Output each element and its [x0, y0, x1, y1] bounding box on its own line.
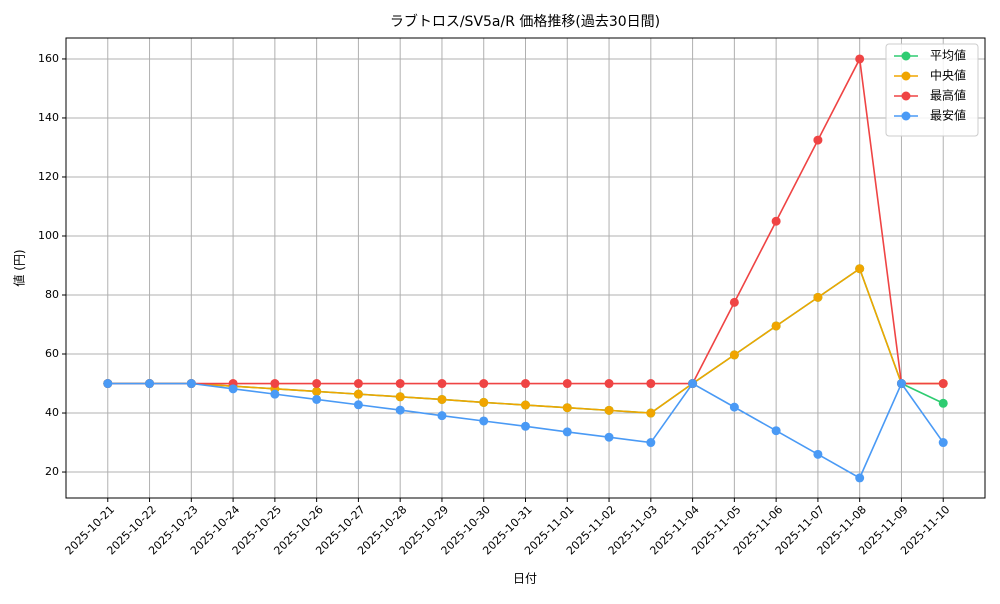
point	[604, 379, 614, 389]
point	[312, 386, 322, 396]
point	[562, 379, 572, 389]
legend-marker	[901, 91, 911, 101]
point	[479, 416, 489, 426]
point	[395, 392, 405, 402]
y-tick-label: 80	[45, 288, 59, 301]
point	[270, 379, 280, 389]
x-axis-label: 日付	[513, 572, 537, 586]
point	[688, 379, 698, 389]
legend-marker	[901, 71, 911, 81]
y-tick-label: 120	[38, 170, 59, 183]
point	[103, 379, 113, 389]
point	[437, 411, 447, 421]
point	[312, 379, 322, 389]
point	[353, 389, 363, 399]
point	[938, 438, 948, 448]
point	[562, 427, 572, 437]
point	[562, 403, 572, 413]
point	[437, 379, 447, 389]
point	[186, 379, 196, 389]
point	[813, 449, 823, 459]
chart-title: ラブトロス/SV5a/R 価格推移(過去30日間)	[390, 13, 660, 30]
y-tick-label: 140	[38, 111, 59, 124]
point	[353, 379, 363, 389]
point	[646, 438, 656, 448]
y-tick-label: 60	[45, 347, 59, 360]
point	[479, 379, 489, 389]
legend-label: 最高値	[930, 88, 966, 103]
point	[938, 379, 948, 389]
point	[729, 402, 739, 412]
y-tick-label: 20	[45, 465, 59, 478]
point	[646, 408, 656, 418]
point	[771, 321, 781, 331]
point	[855, 473, 865, 483]
point	[896, 379, 906, 389]
point	[938, 398, 948, 408]
legend-label: 最安値	[930, 108, 966, 123]
y-tick-label: 160	[38, 52, 59, 65]
legend-marker	[901, 51, 911, 61]
y-axis-label: 値 (円)	[12, 249, 27, 286]
legend-label: 平均値	[930, 48, 966, 63]
point	[395, 405, 405, 415]
plot-frame	[65, 37, 986, 499]
point	[646, 379, 656, 389]
point	[771, 426, 781, 436]
point	[312, 394, 322, 404]
legend-label: 中央値	[930, 68, 966, 83]
point	[395, 379, 405, 389]
y-tick-label: 40	[45, 406, 59, 419]
point	[353, 400, 363, 410]
point	[729, 350, 739, 360]
point	[813, 135, 823, 145]
y-tick-label: 100	[38, 229, 59, 242]
legend-marker	[901, 111, 911, 121]
point	[604, 405, 614, 415]
point	[855, 54, 865, 64]
point	[521, 421, 530, 431]
point	[145, 379, 155, 389]
point	[479, 397, 489, 407]
point	[855, 264, 865, 274]
point	[437, 394, 447, 404]
point	[228, 384, 238, 394]
point	[813, 292, 823, 302]
point	[521, 400, 530, 410]
point	[270, 389, 280, 399]
point	[604, 432, 614, 442]
point	[771, 216, 781, 226]
point	[729, 297, 739, 307]
point	[521, 379, 530, 389]
